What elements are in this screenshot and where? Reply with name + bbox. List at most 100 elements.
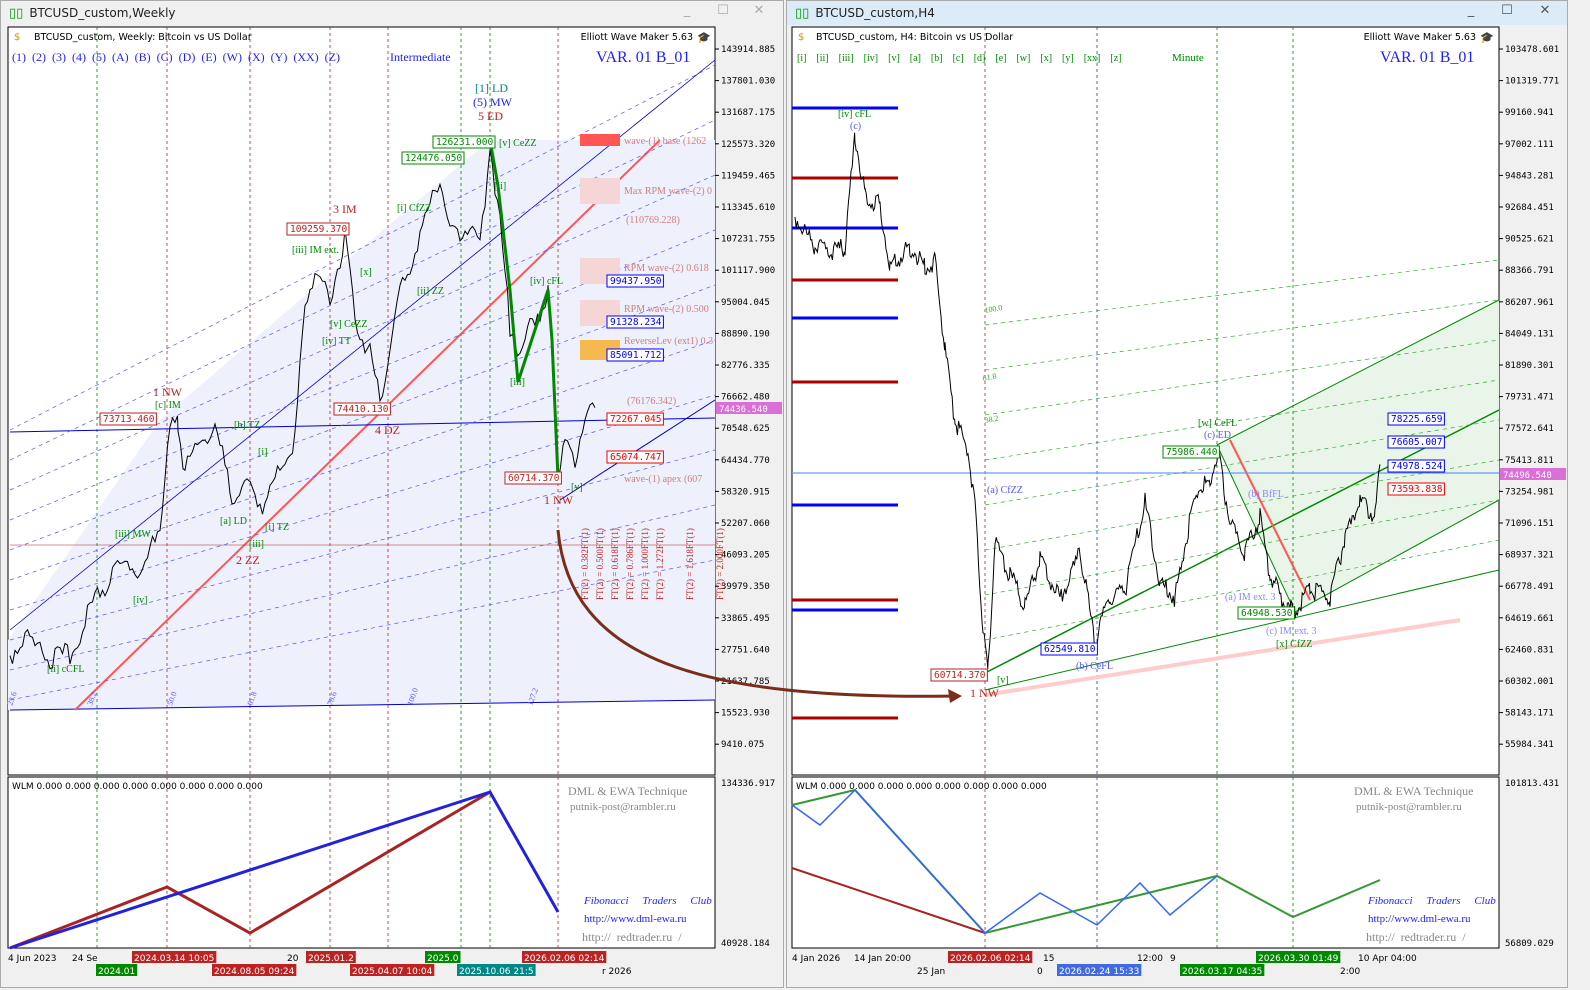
price-axis-label: 62460.831: [1505, 645, 1554, 655]
window-title: BTCUSD_custom,Weekly: [29, 6, 176, 20]
price-axis-label: 99160.941: [1505, 108, 1554, 118]
time-axis-label: 2026.03.17 04:35: [1182, 967, 1262, 977]
time-marker-badge: [212, 964, 297, 976]
wave-button[interactable]: [a]: [910, 53, 921, 64]
trend-line: [9, 59, 716, 631]
trend-line: [984, 569, 1500, 691]
time-axis-label: 2024.08.05 09:24: [214, 967, 295, 977]
price-axis-label: 77572.641: [1505, 424, 1554, 434]
title-bar: ▯▯ BTCUSD_custom,Weekly _ ☐ ✕: [1, 1, 783, 25]
wave-button[interactable]: [b]: [931, 53, 943, 64]
maximize-button[interactable]: ☐: [717, 3, 729, 18]
indicator-name: Elliott Wave Maker 5.63: [581, 32, 693, 43]
price-axis-label: 107231.755: [721, 235, 775, 245]
fib-channel-line: [984, 459, 1500, 551]
price-axis-label: 70548.625: [721, 424, 770, 434]
wave-button[interactable]: (2): [32, 50, 46, 64]
wlm-readout: WLM 0.000 0.000 0.000 0.000 0.000 0.000 …: [12, 782, 263, 792]
wave-button[interactable]: [xx]: [1084, 53, 1101, 64]
candlestick-icon: ▯▯: [795, 5, 810, 21]
wave-button[interactable]: [d]: [974, 53, 986, 64]
wave-button[interactable]: (4): [72, 50, 86, 64]
wave-button[interactable]: (3): [52, 50, 66, 64]
wave-button[interactable]: [i]: [797, 53, 806, 64]
wave-label: [v] CeZZ: [499, 138, 537, 149]
price-axis-label: 68937.321: [1505, 551, 1554, 561]
wave-button[interactable]: [x]: [1040, 53, 1052, 64]
h4-indicator-pane[interactable]: [791, 776, 1500, 949]
close-button[interactable]: ✕: [753, 3, 765, 18]
wave-button[interactable]: (X): [248, 50, 265, 64]
ft-label: FT(2) = 0.500FT(1): [595, 528, 605, 600]
close-button[interactable]: ✕: [1539, 3, 1551, 18]
maximize-button[interactable]: ☐: [1501, 3, 1513, 18]
graduation-cap-icon[interactable]: 🎓: [1480, 31, 1494, 44]
target-price-box: [1387, 459, 1445, 473]
degree-button[interactable]: Minute: [1172, 52, 1204, 64]
wave-button[interactable]: [c]: [953, 53, 964, 64]
wave-button[interactable]: (B): [135, 50, 151, 64]
wave-button[interactable]: (XX): [293, 50, 318, 64]
wave-button[interactable]: [iv]: [864, 53, 878, 64]
wave-button[interactable]: [e]: [995, 53, 1006, 64]
minimize-button[interactable]: _: [1467, 3, 1475, 18]
indicator-name: Elliott Wave Maker 5.63: [1364, 32, 1476, 43]
ft-label: FT(2) = 2.000FT(1): [715, 528, 725, 600]
wave-button[interactable]: (5): [92, 50, 106, 64]
time-marker-badge: [522, 951, 607, 963]
wave-button[interactable]: (W): [223, 50, 242, 64]
wave-button[interactable]: [w]: [1016, 53, 1030, 64]
price-axis-label: 15523.930: [721, 709, 770, 719]
target-price-box: [1387, 412, 1445, 426]
wave-label: [b] TZ: [234, 420, 260, 431]
wave-label: [c] IM: [155, 400, 181, 411]
credit-site-link[interactable]: http://www.dml-ewa.ru: [584, 913, 687, 925]
wave-button[interactable]: (A): [112, 50, 129, 64]
graduation-cap-icon[interactable]: 🎓: [697, 31, 711, 44]
price-box-text: 78225.659: [1391, 414, 1443, 425]
time-axis-label: 2026.02.06 02:14: [950, 954, 1031, 964]
price-axis-label: 125573.320: [721, 140, 775, 150]
wave-button[interactable]: (Z): [325, 50, 340, 64]
wave-button[interactable]: (C): [157, 50, 173, 64]
fib-fan-line: [9, 284, 716, 551]
time-marker-badge: [1256, 951, 1341, 963]
wave-label: 4 DZ: [375, 423, 400, 437]
target-label: Max RPM wave-(2) 0: [624, 186, 712, 197]
ft-label: FT(2) = 0.618FT(1): [610, 528, 620, 600]
credit-site-link[interactable]: http://www.dml-ewa.ru: [1368, 913, 1471, 925]
price-box: [333, 402, 391, 416]
wave-button[interactable]: [v]: [888, 53, 900, 64]
price-axis-label: 101319.771: [1505, 77, 1559, 87]
wave-line-indicator: [9, 790, 491, 950]
wave-button[interactable]: (Y): [271, 50, 288, 64]
current-price-label: 74496.540: [1503, 471, 1552, 481]
minimize-button[interactable]: _: [683, 3, 691, 18]
wave-button[interactable]: (D): [179, 50, 196, 64]
price-axis-label: 137801.030: [721, 77, 775, 87]
wave-button[interactable]: [iii]: [839, 53, 854, 64]
target-price-box: [606, 315, 664, 329]
price-axis-label: 46093.205: [721, 551, 770, 561]
price-box: [1237, 606, 1295, 620]
target-label: RPM wave-(2) 0.500: [624, 304, 709, 315]
time-axis-label: 0: [1037, 967, 1043, 977]
weekly-indicator-pane[interactable]: [7, 776, 716, 949]
wave-button[interactable]: [z]: [1110, 53, 1121, 64]
wave-button[interactable]: (1): [12, 50, 26, 64]
wave-label: [x]: [360, 267, 372, 278]
credit-site2-link[interactable]: http:// redtrader.ru /: [582, 930, 682, 944]
credit-club: Fibonacci Traders Club: [1367, 895, 1496, 907]
target-label: (110769.228): [626, 215, 680, 226]
wave-button[interactable]: [y]: [1062, 53, 1074, 64]
price-axis-label: 131687.175: [721, 108, 775, 118]
wave-button[interactable]: [ii]: [816, 53, 828, 64]
degree-button[interactable]: Intermediate: [390, 50, 451, 64]
wave-button[interactable]: (E): [201, 50, 216, 64]
wave-label: (a) IM ext. 3: [1225, 592, 1276, 603]
fib-fan-line: [9, 504, 716, 671]
credit-site2-link[interactable]: http:// redtrader.ru /: [1366, 930, 1466, 944]
price-axis-label: 60302.001: [1505, 677, 1554, 687]
price-box-text: 124476.050: [405, 153, 462, 164]
